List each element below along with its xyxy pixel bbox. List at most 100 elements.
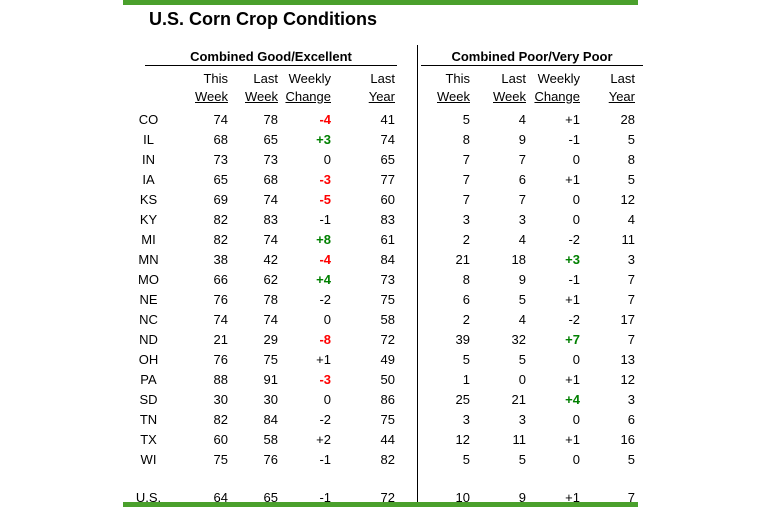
value-cell: 5 [462, 112, 470, 127]
table-row-values: 1 0 +1 12 [420, 370, 635, 390]
weekly-change-value: 0 [572, 412, 580, 427]
table-row-values: 7 7 0 8 [420, 150, 635, 170]
value-cell: 7 [462, 152, 470, 167]
value-cell: 32 [511, 332, 526, 347]
weekly-change-value: 0 [323, 312, 331, 327]
value-cell: 83 [263, 212, 278, 227]
weekly-change-value: -2 [319, 412, 331, 427]
value-cell: 21 [511, 392, 526, 407]
value-cell: 25 [455, 392, 470, 407]
value-cell: 7 [627, 332, 635, 347]
state-label: WI [140, 452, 157, 467]
table-row: SD 30 30 0 86 [130, 390, 395, 410]
table-row-values: 8 9 -1 5 [420, 130, 635, 150]
value-cell: 6 [518, 172, 526, 187]
value-cell: 75 [213, 452, 228, 467]
column-header-last-year: Last [610, 71, 635, 86]
table-row-values: 5 4 +1 28 [420, 110, 635, 130]
state-column-spacer [130, 71, 167, 89]
value-cell: 7 [518, 192, 526, 207]
value-cell: 16 [620, 432, 635, 447]
column-header-weekly-change: Weekly [537, 71, 580, 86]
table-row-values: 3 3 0 4 [420, 210, 635, 230]
value-cell: 61 [380, 232, 395, 247]
value-cell: 5 [518, 292, 526, 307]
weekly-change-value: 0 [572, 152, 580, 167]
value-cell: 73 [263, 152, 278, 167]
value-cell: 8 [462, 132, 470, 147]
value-cell: 7 [462, 172, 470, 187]
column-header-row: Week Week Change Year [420, 89, 635, 110]
value-cell: 60 [380, 192, 395, 207]
column-header-last-week: Last [253, 71, 278, 86]
value-cell: 74 [263, 232, 278, 247]
table-row-values: 8 9 -1 7 [420, 270, 635, 290]
weekly-change-value: +7 [565, 332, 580, 347]
value-cell: 72 [380, 490, 395, 505]
column-header-this-week: Week [437, 89, 470, 104]
chart-title: U.S. Corn Crop Conditions [149, 9, 377, 29]
value-cell: 5 [462, 352, 470, 367]
column-header-this-week: This [445, 71, 470, 86]
poor-very-poor-table: This Last Weekly Last Week Week Change Year 5 4 +1… [420, 71, 635, 508]
value-cell: 91 [263, 372, 278, 387]
table-row-values: 7 7 0 12 [420, 190, 635, 210]
value-cell: 74 [213, 112, 228, 127]
value-cell: 88 [213, 372, 228, 387]
table-row-values: 3 3 0 6 [420, 410, 635, 430]
table-row: PA 88 91 -3 50 [130, 370, 395, 390]
value-cell: 3 [462, 212, 470, 227]
state-label: OH [138, 352, 159, 367]
table-row-values: 2 4 -2 17 [420, 310, 635, 330]
weekly-change-value: +2 [316, 432, 331, 447]
weekly-change-value: +4 [565, 392, 580, 407]
state-label: ND [139, 332, 158, 347]
weekly-change-value: -1 [568, 132, 580, 147]
value-cell: 4 [518, 312, 526, 327]
weekly-change-value: -1 [319, 212, 331, 227]
weekly-change-value: +1 [565, 292, 580, 307]
value-cell: 74 [263, 192, 278, 207]
table-row: WI 75 76 -1 82 [130, 450, 395, 470]
value-cell: 1 [462, 372, 470, 387]
value-cell: 74 [263, 312, 278, 327]
value-cell: 50 [380, 372, 395, 387]
value-cell: 64 [213, 490, 228, 505]
table-row: MI 82 74 +8 61 [130, 230, 395, 250]
table-row-values: 21 18 +3 3 [420, 250, 635, 270]
value-cell: 7 [627, 272, 635, 287]
value-cell: 68 [213, 132, 228, 147]
table-row-values: 39 32 +7 7 [420, 330, 635, 350]
table-row: U.S. 64 65 -1 72 [130, 488, 395, 508]
value-cell: 3 [518, 412, 526, 427]
state-label: IA [142, 172, 155, 187]
table-row: TX 60 58 +2 44 [130, 430, 395, 450]
value-cell: 82 [213, 212, 228, 227]
value-cell: 76 [213, 292, 228, 307]
state-label: PA [140, 372, 157, 387]
value-cell: 38 [213, 252, 228, 267]
weekly-change-value: 0 [572, 352, 580, 367]
value-cell: 69 [213, 192, 228, 207]
value-cell: 7 [627, 292, 635, 307]
value-cell: 10 [455, 490, 470, 505]
value-cell: 72 [380, 332, 395, 347]
table-row-values: 2 4 -2 11 [420, 230, 635, 250]
value-cell: 6 [627, 412, 635, 427]
value-cell: 12 [620, 192, 635, 207]
weekly-change-value: -2 [568, 232, 580, 247]
table-row: KY 82 83 -1 83 [130, 210, 395, 230]
table-row: IN 73 73 0 65 [130, 150, 395, 170]
value-cell: 74 [380, 132, 395, 147]
weekly-change-value: 0 [323, 152, 331, 167]
column-header-this-week: Week [195, 89, 228, 104]
state-label: SD [139, 392, 158, 407]
value-cell: 3 [627, 252, 635, 267]
weekly-change-value: -1 [568, 272, 580, 287]
weekly-change-value: 0 [572, 192, 580, 207]
value-cell: 3 [518, 212, 526, 227]
column-header-weekly-change: Change [285, 89, 331, 104]
table-row: CO 74 78 -4 41 [130, 110, 395, 130]
weekly-change-value: +1 [316, 352, 331, 367]
value-cell: 66 [213, 272, 228, 287]
